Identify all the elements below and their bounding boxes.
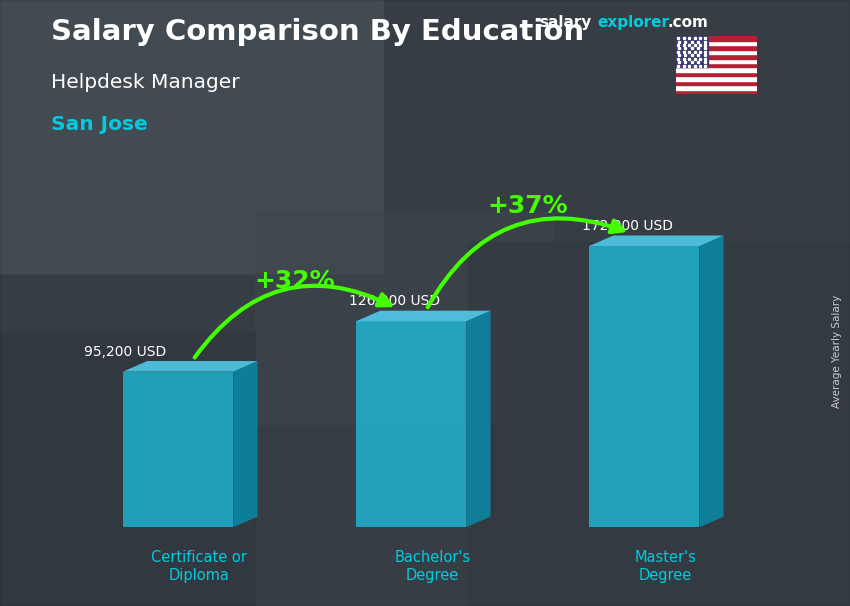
Bar (676, 54, 756, 59)
Text: Bachelor's
Degree: Bachelor's Degree (394, 550, 470, 582)
Bar (676, 36, 708, 67)
Polygon shape (123, 361, 258, 371)
Text: explorer: explorer (598, 15, 670, 30)
Text: 126,000 USD: 126,000 USD (348, 294, 439, 308)
Bar (676, 41, 756, 45)
Bar (676, 50, 756, 54)
Bar (676, 63, 756, 67)
Text: +32%: +32% (254, 269, 335, 293)
Text: Average Yearly Salary: Average Yearly Salary (832, 295, 842, 408)
Bar (676, 36, 756, 41)
Bar (0, 0, 382, 273)
Bar (676, 76, 756, 81)
Bar (676, 72, 756, 76)
Text: .com: .com (667, 15, 708, 30)
Polygon shape (233, 361, 258, 527)
FancyArrowPatch shape (428, 218, 623, 307)
Bar (676, 85, 756, 90)
Bar (676, 81, 756, 85)
Text: Certificate or
Diploma: Certificate or Diploma (151, 550, 247, 582)
Text: Salary Comparison By Education: Salary Comparison By Education (51, 18, 584, 46)
Bar (0, 333, 255, 606)
Bar (676, 90, 756, 94)
Text: salary: salary (540, 15, 592, 30)
Polygon shape (123, 371, 233, 527)
Bar (468, 242, 850, 606)
Text: 95,200 USD: 95,200 USD (84, 344, 167, 359)
FancyArrowPatch shape (195, 285, 390, 358)
Polygon shape (356, 311, 490, 321)
Text: Helpdesk Manager: Helpdesk Manager (51, 73, 240, 92)
Bar (676, 45, 756, 50)
Text: 172,000 USD: 172,000 USD (581, 219, 673, 233)
Bar (676, 67, 756, 72)
Polygon shape (356, 321, 467, 527)
Bar (255, 212, 552, 424)
Polygon shape (589, 236, 723, 246)
Text: San Jose: San Jose (51, 115, 148, 134)
Polygon shape (589, 246, 700, 527)
Polygon shape (467, 311, 490, 527)
Text: Master's
Degree: Master's Degree (635, 550, 696, 582)
Text: +37%: +37% (487, 193, 568, 218)
Polygon shape (700, 236, 723, 527)
Bar (676, 59, 756, 63)
